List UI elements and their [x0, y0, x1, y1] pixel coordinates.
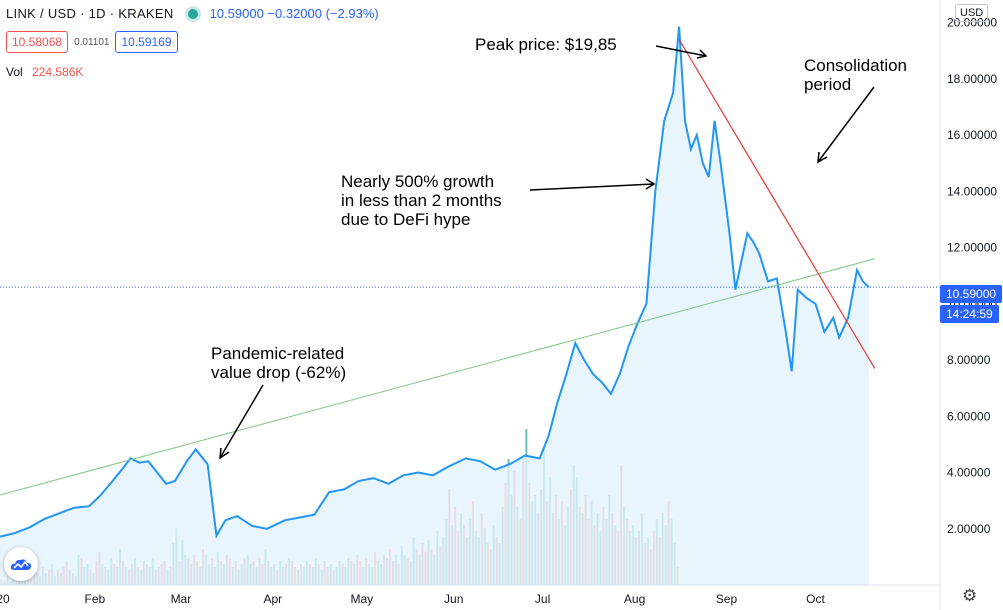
settings-gear-icon[interactable]: ⚙: [962, 586, 978, 605]
x-tick-label: Mar: [171, 592, 192, 606]
growth-arrow: [529, 178, 656, 191]
volume-label[interactable]: Vol: [6, 65, 23, 79]
x-tick-label: Jul: [535, 592, 550, 606]
consolidation-annotation[interactable]: Consolidation period: [804, 56, 908, 94]
symbol-title[interactable]: LINK / USD · 1D · KRAKEN: [6, 6, 174, 21]
bid-ask-row: 10.58068 0.01101 10.59169: [6, 31, 178, 53]
spread-value: 0.01101: [74, 36, 110, 48]
last-price-tag: 10.59000: [940, 285, 1003, 303]
currency-button[interactable]: USD: [955, 4, 989, 22]
sell-price-button[interactable]: 10.58068: [6, 31, 69, 53]
price-change: 10.59000 −0.32000 (−2.93%): [209, 6, 379, 21]
price-line: [0, 26, 870, 539]
market-status-icon: [187, 8, 198, 19]
x-tick-label: Jun: [444, 592, 463, 606]
x-tick-label: Feb: [85, 592, 106, 606]
pandemic-arrow: [219, 384, 264, 460]
x-tick-label: 20: [0, 592, 10, 606]
pandemic-annotation[interactable]: Pandemic-related value drop (-62%): [211, 344, 347, 382]
peak-arrow: [655, 45, 708, 59]
y-tick-label: 8.00000: [947, 353, 991, 367]
bar-countdown-tag: 14:24:59: [940, 305, 999, 323]
peak-annotation[interactable]: Peak price: $19,85: [475, 35, 617, 54]
y-tick-label: 2.00000: [947, 522, 991, 536]
support-trendline[interactable]: [0, 258, 875, 496]
y-tick-label: 6.00000: [947, 409, 991, 423]
x-tick-label: Apr: [263, 592, 282, 606]
symbol-header: LINK / USD · 1D · KRAKEN 10.59000 −0.320…: [6, 6, 379, 21]
y-tick-label: 16.00000: [947, 128, 997, 142]
y-tick-label: 4.00000: [947, 466, 991, 480]
price-area: [0, 26, 869, 585]
volume-value: 224.586K: [32, 65, 84, 79]
volume-legend: Vol 224.586K: [6, 65, 83, 79]
buy-price-button[interactable]: 10.59169: [115, 31, 178, 53]
y-tick-label: 12.00000: [947, 241, 997, 255]
y-tick-label: 18.00000: [947, 72, 997, 86]
cloud-icon: [10, 559, 32, 570]
x-tick-label: May: [350, 592, 373, 606]
x-tick-label: Aug: [624, 592, 645, 606]
tradingview-logo[interactable]: [4, 547, 38, 581]
y-tick-label: 20.00000: [947, 16, 997, 30]
y-tick-label: 14.00000: [947, 184, 997, 198]
consolidation-arrow: [817, 86, 875, 164]
x-tick-label: Sep: [716, 592, 738, 606]
x-tick-label: Oct: [806, 592, 825, 606]
growth-annotation[interactable]: Nearly 500% growth in less than 2 months…: [341, 172, 502, 229]
resistance-trendline[interactable]: [678, 39, 876, 369]
